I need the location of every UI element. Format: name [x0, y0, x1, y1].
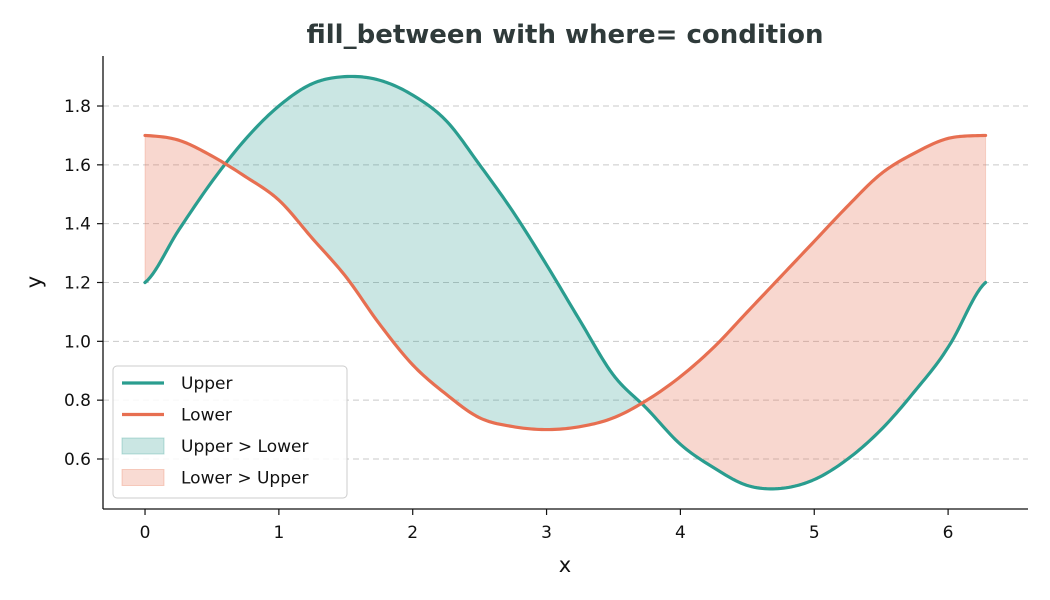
- x-tick-label-4: 4: [675, 523, 686, 543]
- y-tick-label-0: 0.6: [64, 450, 91, 470]
- legend-box: [112, 365, 348, 499]
- y-tick-label-2: 1.0: [64, 332, 91, 352]
- series-line-upper: [143, 74, 988, 491]
- legend-label-2: Upper > Lower: [181, 437, 308, 457]
- x-ticks: 0 1 2 3 4 5 6: [140, 509, 954, 543]
- legend: Upper Lower Upper > Lower Lower > Upper: [112, 365, 348, 499]
- x-tick-label-2: 2: [407, 523, 418, 543]
- y-tick-label-4: 1.4: [64, 215, 91, 235]
- legend-swatch-3: [121, 469, 165, 486]
- x-tick-label-6: 6: [943, 523, 954, 543]
- y-tick-label-1: 0.8: [64, 391, 91, 411]
- legend-swatch-2: [121, 437, 165, 455]
- series-lines: [143, 74, 988, 491]
- y-tick-label-6: 1.8: [64, 97, 91, 117]
- legend-label-1: Lower: [181, 406, 232, 426]
- y-ticks: 0.6 0.8 1.0 1.2 1.4 1.6 1.8: [64, 97, 103, 470]
- legend-label-3: Lower > Upper: [181, 469, 308, 489]
- x-tick-label-0: 0: [140, 523, 151, 543]
- x-tick-label-3: 3: [541, 523, 552, 543]
- fill-region-1-1: [643, 134, 987, 490]
- y-tick-label-3: 1.2: [64, 274, 91, 294]
- series-line-lower: [143, 133, 988, 432]
- y-axis-label: y: [22, 276, 46, 288]
- legend-label-0: Upper: [181, 374, 232, 394]
- x-tick-label-1: 1: [273, 523, 284, 543]
- fill-regions: [144, 75, 987, 490]
- x-axis-label: x: [559, 553, 571, 577]
- x-tick-label-5: 5: [809, 523, 820, 543]
- chart-title: fill_between with where= condition: [306, 20, 823, 50]
- y-tick-label-5: 1.6: [64, 156, 91, 176]
